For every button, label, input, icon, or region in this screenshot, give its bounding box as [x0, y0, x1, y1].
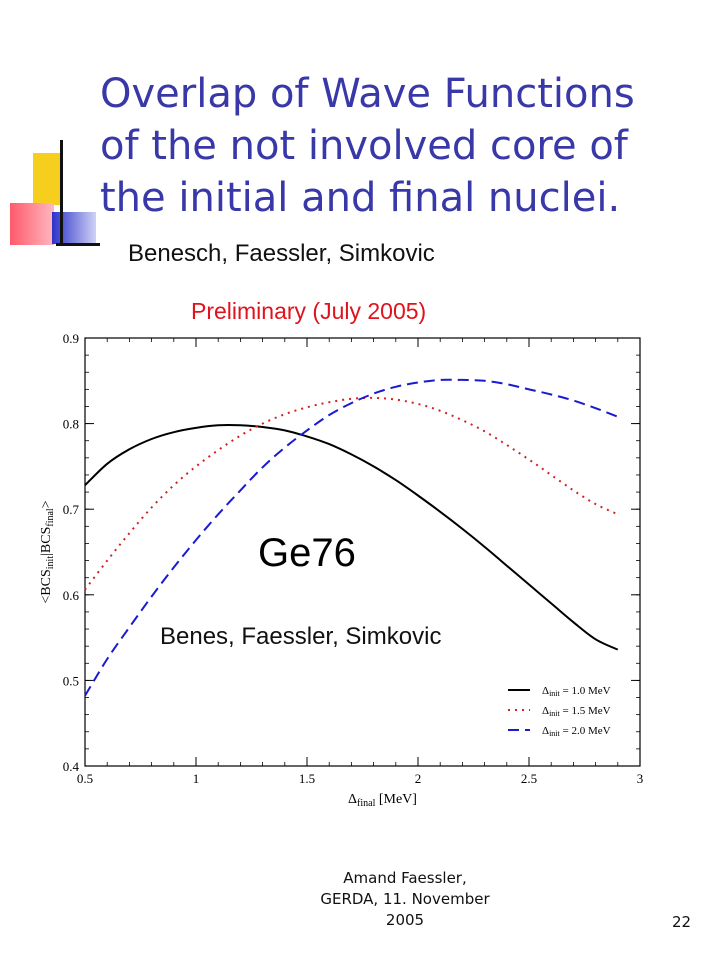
x-tick-label: 3: [637, 771, 644, 786]
footer-line: GERDA, 11. November: [320, 890, 490, 908]
y-axis-label-sub: final: [45, 508, 56, 527]
x-tick-labels: 0.5 1 1.5 2 2.5 3: [77, 771, 643, 786]
authors-annotation: Benes, Faessler, Simkovic: [160, 623, 441, 650]
x-tick-label: 1: [193, 771, 200, 786]
title-line: Overlap of Wave Functions: [100, 71, 635, 117]
x-axis-label-base: Δ: [348, 792, 357, 807]
decor-vertical-line: [60, 140, 63, 246]
y-tick-label: 0.9: [63, 331, 79, 346]
y-axis-label: <BCSinit|BCSfinal>: [39, 500, 56, 603]
plot-frame: [84, 337, 641, 767]
y-tick-label: 0.7: [63, 502, 80, 517]
axis-ticks: [84, 337, 641, 767]
y-tick-label: 0.6: [63, 588, 80, 603]
legend-label-base: Δ: [542, 685, 549, 697]
title-line: of the not involved core of: [100, 123, 628, 169]
legend-label-1: Δinit = 1.0 MeV: [542, 685, 611, 698]
legend-label-sub: init: [549, 689, 560, 698]
x-axis-label-unit: [MeV]: [375, 792, 417, 807]
y-axis-label-part: >: [39, 500, 54, 508]
footer-line: 2005: [385, 911, 425, 929]
series-lines: [84, 378, 619, 697]
decor-yellow-square: [33, 153, 63, 205]
y-tick-labels: 0.4 0.5 0.6 0.7 0.8 0.9: [63, 331, 80, 774]
decor-red-square: [10, 203, 54, 245]
legend-label-3: Δinit = 2.0 MeV: [542, 725, 611, 738]
x-tick-label: 2: [415, 771, 422, 786]
x-tick-label: 0.5: [77, 771, 93, 786]
legend-label-base: Δ: [542, 705, 549, 717]
legend-label-rest: = 1.5 MeV: [560, 705, 611, 717]
y-axis-label-sub: init: [45, 556, 56, 570]
decor-blue-square: [52, 212, 96, 244]
y-tick-label: 0.5: [63, 673, 79, 688]
preliminary-note: Preliminary (July 2005): [191, 298, 427, 324]
series-line-1: [84, 424, 619, 651]
legend-label-sub: init: [549, 709, 560, 718]
y-tick-label: 0.8: [63, 417, 79, 432]
legend-label-base: Δ: [542, 725, 549, 737]
overlap-line-chart: 0.5 1 1.5 2 2.5 3 0.40.50.60.70.80.9 Δfinal […: [39, 331, 643, 809]
x-axis-label: Δfinal [MeV]: [348, 792, 417, 809]
legend-label-rest: = 2.0 MeV: [560, 725, 611, 737]
footer-line: Amand Faessler,: [343, 869, 467, 887]
slide-subtitle: Benesch, Faessler, Simkovic: [128, 240, 435, 267]
y-axis-label-part: <BCS: [39, 569, 54, 603]
title-line: the initial and final nuclei.: [100, 175, 621, 221]
y-tick-label: 0.4: [63, 759, 80, 774]
x-tick-label: 2.5: [521, 771, 537, 786]
x-tick-label: 1.5: [299, 771, 315, 786]
nucleus-annotation: Ge76: [258, 531, 356, 575]
series-line-3: [84, 378, 619, 697]
legend-label-rest: = 1.0 MeV: [560, 685, 611, 697]
page-number: 22: [672, 913, 692, 931]
x-axis-label-sub: final: [357, 798, 376, 809]
decor-horizontal-line: [56, 243, 100, 246]
y-axis-label-part: |BCS: [39, 527, 54, 556]
slide-title: Overlap of Wave Functions of the not inv…: [100, 68, 710, 224]
slide-footer: Amand Faessler, GERDA, 11. November 2005: [300, 868, 510, 931]
legend-label-sub: init: [549, 729, 560, 738]
legend-label-2: Δinit = 1.5 MeV: [542, 705, 611, 718]
